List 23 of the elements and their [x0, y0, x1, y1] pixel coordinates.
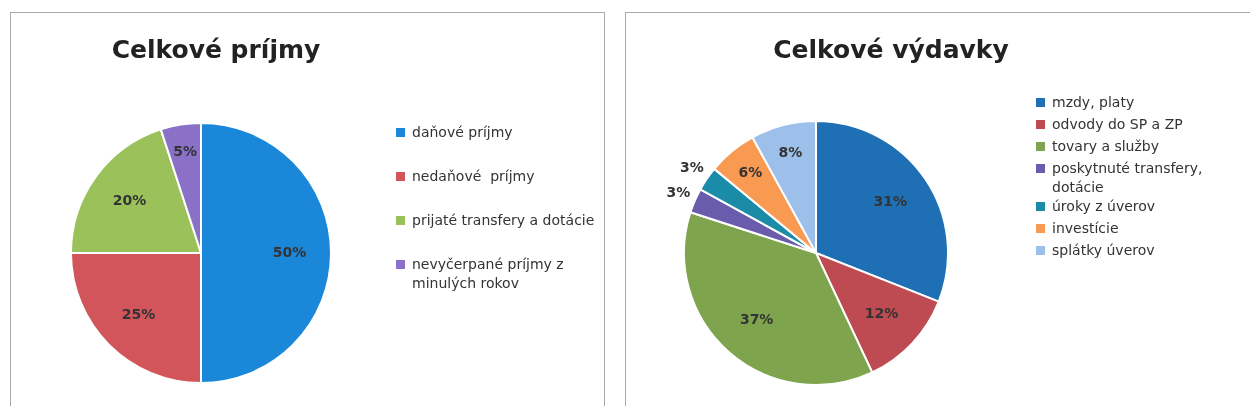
data-label: 20%	[112, 191, 147, 208]
data-label: 31%	[873, 193, 907, 210]
legend-label: investície	[1052, 219, 1119, 238]
data-label: 50%	[272, 243, 307, 260]
chart-title: Celkové príjmy	[110, 35, 322, 64]
data-label: 12%	[864, 305, 899, 322]
chart-title: Celkové výdavky	[772, 35, 1010, 64]
legend-label: mzdy, platy	[1052, 93, 1135, 112]
data-label: 6%	[738, 164, 763, 181]
legend-label: prijaté transfery a dotácie	[412, 211, 595, 230]
legend-label: splátky úverov	[1052, 241, 1155, 260]
legend-label: nevyčerpané príjmy z minulých rokov	[412, 255, 565, 293]
legend-label: úroky z úverov	[1052, 197, 1156, 216]
data-label: 8%	[778, 143, 803, 160]
data-label: 37%	[739, 310, 774, 327]
data-label: 5%	[173, 143, 198, 160]
data-label: 3%	[680, 159, 704, 176]
legend-label: tovary a služby	[1052, 137, 1160, 156]
data-label: 3%	[666, 184, 691, 201]
legend-label: odvody do SP a ZP	[1052, 115, 1183, 134]
data-label: 25%	[121, 306, 156, 323]
legend-label: daňové príjmy	[412, 123, 513, 142]
legend-label: nedaňové príjmy	[412, 167, 535, 186]
